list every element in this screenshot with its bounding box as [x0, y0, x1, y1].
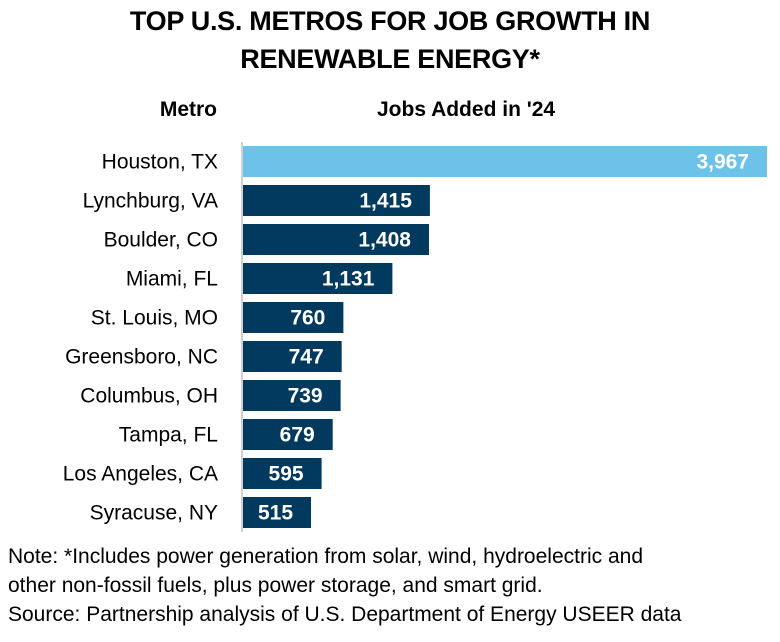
value-label-5: 760: [290, 307, 325, 330]
bar-7: [243, 380, 341, 411]
note-line-2: other non-fossil fuels, plus power stora…: [8, 574, 543, 597]
bar-3: [243, 224, 429, 255]
bar-9: [243, 458, 322, 489]
category-label-9: Los Angeles, CA: [63, 463, 218, 486]
category-label-5: St. Louis, MO: [91, 307, 218, 330]
value-label-7: 739: [288, 385, 323, 408]
value-label-2: 1,415: [359, 190, 412, 213]
jobs-column-header: Jobs Added in '24: [377, 98, 556, 121]
value-label-10: 515: [258, 502, 293, 525]
value-label-9: 595: [269, 463, 304, 486]
bar-10: [243, 497, 312, 528]
value-label-4: 1,131: [322, 268, 375, 291]
category-label-10: Syracuse, NY: [90, 502, 218, 525]
category-label-8: Tampa, FL: [119, 424, 218, 447]
category-label-2: Lynchburg, VA: [83, 190, 218, 213]
chart-title: TOP U.S. METROS FOR JOB GROWTH IN RENEWA…: [0, 2, 780, 78]
bar-6: [243, 341, 342, 372]
value-label-1: 3,967: [696, 151, 749, 174]
metro-column-header: Metro: [159, 98, 217, 121]
bar-5: [243, 302, 344, 333]
value-label-6: 747: [289, 346, 324, 369]
value-label-8: 679: [280, 424, 315, 447]
category-label-1: Houston, TX: [102, 151, 218, 174]
source-line: Source: Partnership analysis of U.S. Dep…: [8, 603, 682, 626]
bar-2: [243, 185, 430, 216]
category-label-4: Miami, FL: [126, 268, 218, 291]
note-line-1: Note: *Includes power generation from so…: [8, 545, 644, 568]
category-label-6: Greensboro, NC: [65, 346, 218, 369]
chart-title-line-2: RENEWABLE ENERGY*: [240, 44, 540, 74]
category-label-7: Columbus, OH: [80, 385, 218, 408]
bar-8: [243, 419, 333, 450]
bar-1: [243, 146, 767, 177]
bar-4: [243, 263, 393, 294]
chart-title-line-1: TOP U.S. METROS FOR JOB GROWTH IN: [129, 6, 651, 36]
notes: Note: *Includes power generation from so…: [8, 542, 682, 629]
value-label-3: 1,408: [358, 229, 411, 252]
category-label-3: Boulder, CO: [104, 229, 218, 252]
